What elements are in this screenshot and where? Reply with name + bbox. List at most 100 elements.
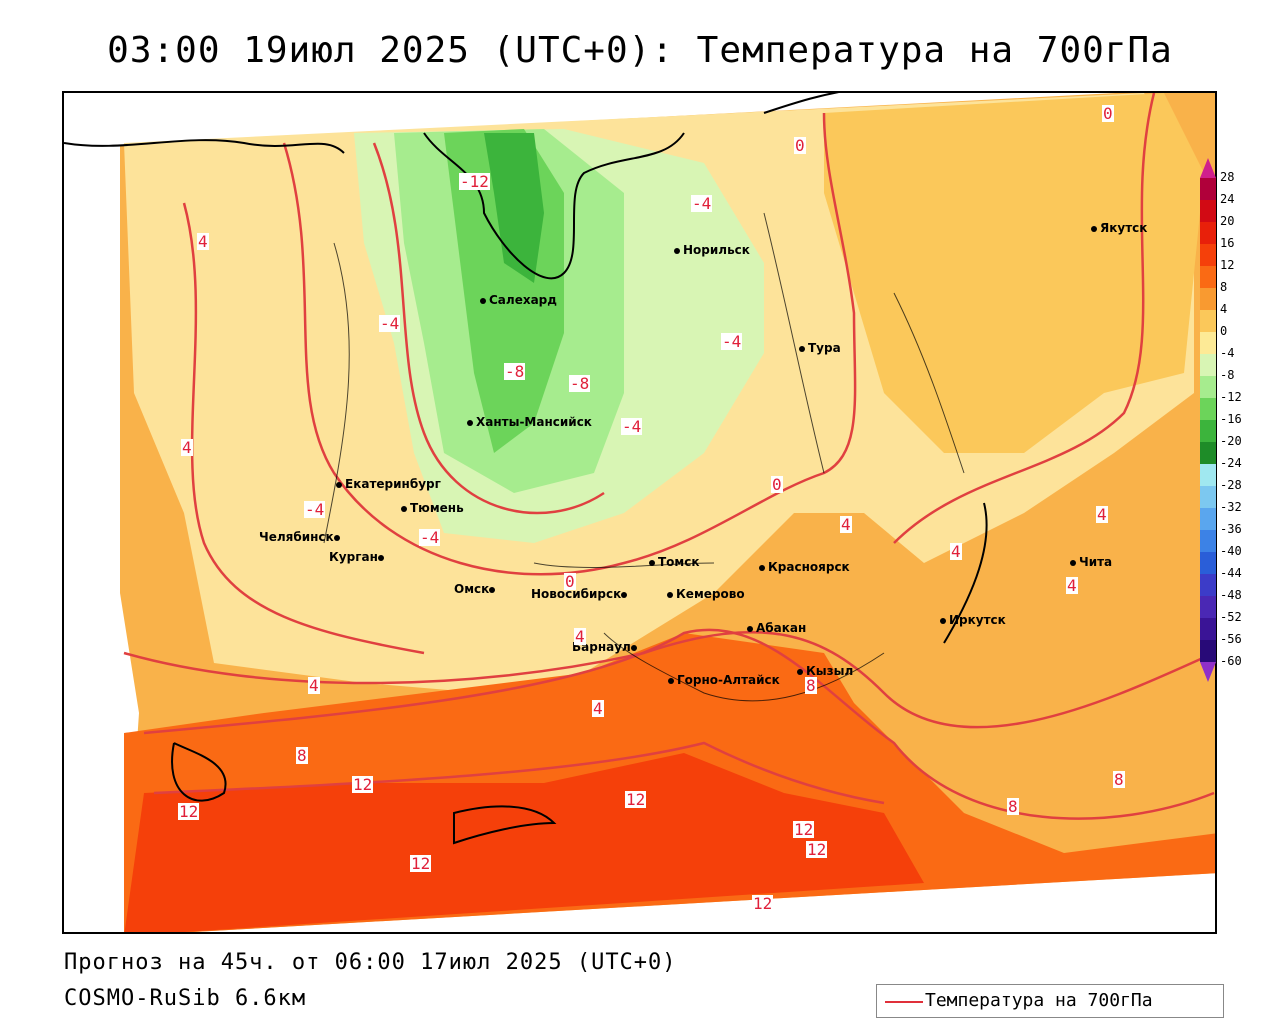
contour-label: 12 [752,894,774,913]
city-dot-icon [674,247,680,254]
zone-cold-core [484,133,544,283]
city-dot-icon [649,559,655,566]
city-dot-icon [799,345,805,352]
colorbar-tick-label: 8 [1220,280,1228,294]
city-omsk: Омск [454,582,498,596]
colorbar-segment [1200,354,1216,376]
contour-label: 0 [1102,104,1114,123]
colorbar-segment [1200,596,1216,618]
colorbar-segment [1200,618,1216,640]
colorbar [1200,158,1216,688]
contour-label: 12 [178,802,200,821]
contour-label: -4 [721,332,743,351]
contour-label: -4 [691,194,713,213]
contour-lines [123,93,1215,820]
colorbar-tick-label: -32 [1220,500,1242,514]
colorbar-segment [1200,508,1216,530]
colorbar-segment [1200,420,1216,442]
city-gorno-altaysk: Горно-Алтайск [668,673,780,687]
city-salekhard: Салехард [480,293,557,307]
contour-label: 12 [410,854,432,873]
contour-label: 12 [793,820,815,839]
city-khanty-mansiysk: Ханты-Мансийск [467,415,592,429]
contour-label: 8 [1007,797,1019,816]
colorbar-tick-label: -24 [1220,456,1242,470]
colorbar-segment [1200,288,1216,310]
contour-label: -4 [419,528,441,547]
colorbar-segment [1200,266,1216,288]
city-tyumen: Тюмень [401,501,464,515]
contour-label: 8 [1113,770,1125,789]
city-dot-icon [1091,225,1097,232]
coastlines [64,93,988,845]
colorbar-tick-label: 16 [1220,236,1235,250]
city-dot-icon [401,505,407,512]
contour-label: -4 [379,314,401,333]
city-dot-icon [797,668,803,675]
colorbar-tick-label: 4 [1220,302,1228,316]
colorbar-segment [1200,464,1216,486]
colorbar-segment [1200,574,1216,596]
city-yakutsk: Якутск [1091,221,1147,235]
contour-label: -8 [569,374,591,393]
contour-label: 4 [574,627,586,646]
colorbar-tick-label: 24 [1220,192,1235,206]
contour-label: 4 [197,232,209,251]
city-dot-icon [940,617,946,624]
city-krasnoyarsk: Красноярск [759,560,850,574]
contour-label: -12 [459,172,490,191]
colorbar-segment [1200,442,1216,464]
contour-label: 4 [181,438,193,457]
temperature-map: Салехард Норильск Якутск Тура Ханты-Манс… [62,91,1217,934]
city-kurgan: Курган [329,550,387,564]
city-kemerovo: Кемерово [667,587,745,601]
colorbar-top-arrow-icon [1200,158,1216,178]
city-dot-icon [759,564,765,571]
zone-hot-12 [124,753,924,932]
legend-label: Температура на 700гПа [925,990,1153,1011]
city-norilsk: Норильск [674,243,750,257]
city-dot-icon [377,554,384,561]
map-canvas [64,93,1215,932]
city-abakan: Абакан [747,621,806,635]
map-title: 03:00 19июл 2025 (UTC+0): Температура на… [107,30,1173,71]
contour-label: 12 [625,790,647,809]
contour-label: -4 [304,500,326,519]
city-dot-icon [621,591,628,598]
contour-label: 0 [564,572,576,591]
colorbar-tick-label: -8 [1220,368,1235,382]
contour-label: 8 [296,746,308,765]
city-barnaul: Барнаул [572,640,640,654]
colorbar-tick-label: 20 [1220,214,1235,228]
city-dot-icon [333,534,340,541]
contour-label: 4 [1096,505,1108,524]
city-dot-icon [667,591,673,598]
city-dot-icon [336,481,342,488]
admin-borders [323,212,965,702]
contour-label: -8 [504,362,526,381]
colorbar-tick-label: -56 [1220,632,1242,646]
colorbar-tick-label: -52 [1220,610,1242,624]
contour-label: 12 [352,775,374,794]
colorbar-segment [1200,244,1216,266]
forecast-info: Прогноз на 45ч. от 06:00 17июл 2025 (UTC… [64,950,677,975]
colorbar-tick-label: 12 [1220,258,1235,272]
colorbar-bottom-arrow-icon [1200,662,1216,682]
colorbar-segment [1200,486,1216,508]
colorbar-tick-label: -40 [1220,544,1242,558]
city-yekaterinburg: Екатеринбург [336,477,441,491]
colorbar-tick-label: -28 [1220,478,1242,492]
colorbar-segment [1200,178,1216,200]
city-dot-icon [489,586,496,593]
colorbar-tick-label: 0 [1220,324,1228,338]
city-tomsk: Томск [649,555,700,569]
contour-label: 4 [592,699,604,718]
contour-label: 8 [805,676,817,695]
colorbar-tick-label: -36 [1220,522,1242,536]
city-kyzyl: Кызыл [797,664,853,678]
city-novosibirsk: Новосибирск [531,587,630,601]
city-dot-icon [1070,559,1076,566]
colorbar-segment [1200,552,1216,574]
city-dot-icon [747,625,753,632]
city-dot-icon [630,644,637,651]
